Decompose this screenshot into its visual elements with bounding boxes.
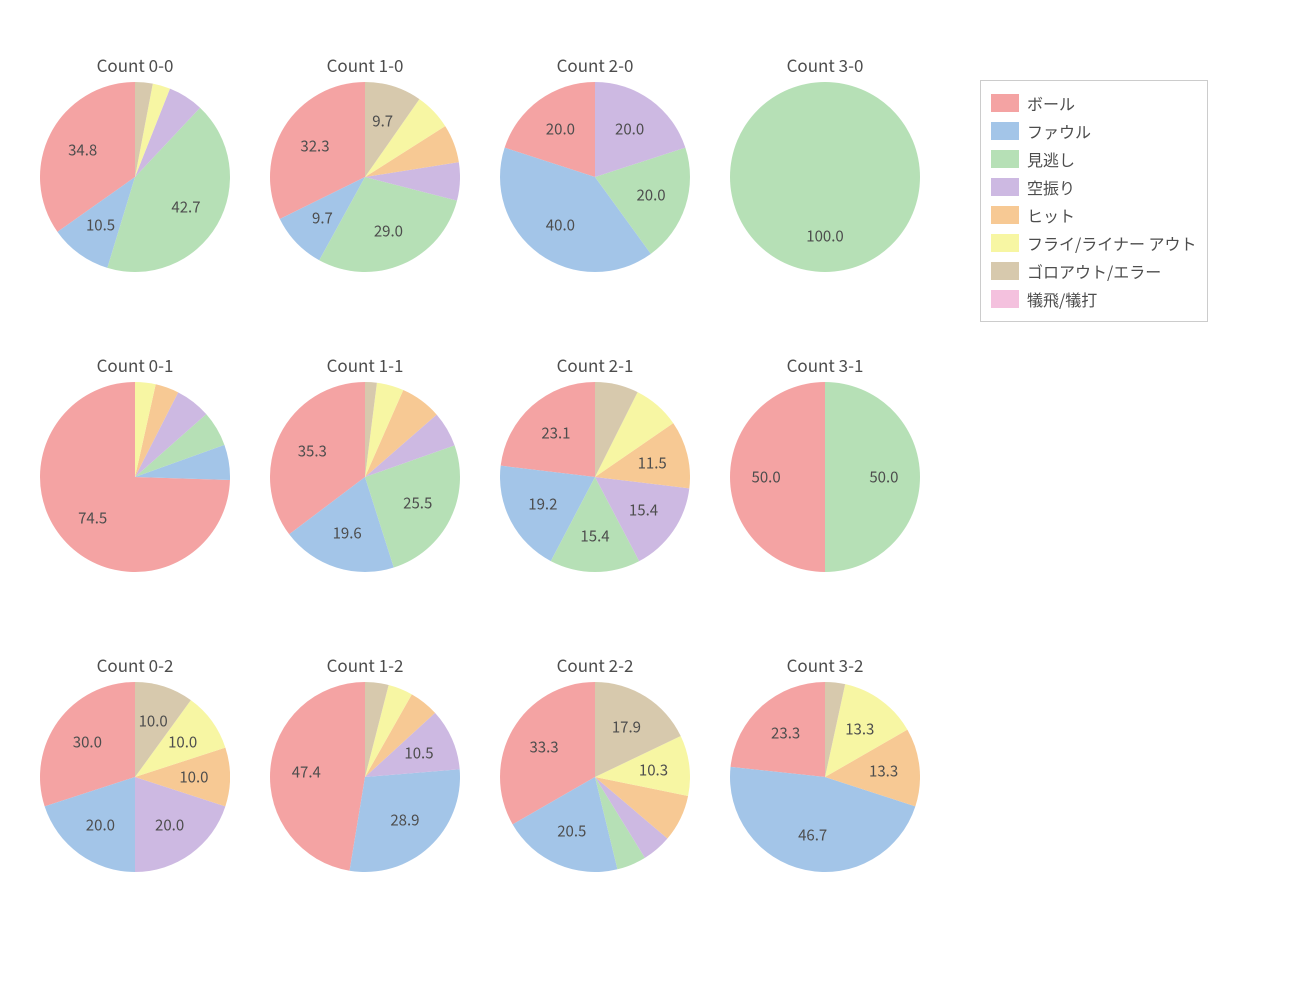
pie-slice bbox=[270, 682, 365, 871]
legend-label: ゴロアウト/エラー bbox=[1027, 259, 1161, 283]
pie-svg bbox=[500, 82, 690, 272]
legend-item: フライ/ライナー アウト bbox=[991, 229, 1197, 257]
pie-svg bbox=[730, 82, 920, 272]
pie-title: Count 1-1 bbox=[270, 352, 460, 377]
legend-item: ファウル bbox=[991, 117, 1197, 145]
pie-svg bbox=[270, 382, 460, 572]
pie-chart: Count 3-150.050.0 bbox=[730, 382, 920, 572]
pie-svg bbox=[500, 682, 690, 872]
pie-title: Count 0-0 bbox=[40, 52, 230, 77]
pie-title: Count 1-0 bbox=[270, 52, 460, 77]
pie-chart: Count 0-174.5 bbox=[40, 382, 230, 572]
pie-title: Count 1-2 bbox=[270, 652, 460, 677]
pie-chart: Count 1-135.319.625.5 bbox=[270, 382, 460, 572]
pie-title: Count 2-2 bbox=[500, 652, 690, 677]
pie-slice bbox=[501, 382, 595, 477]
pie-chart: Count 3-0100.0 bbox=[730, 82, 920, 272]
pie-svg bbox=[40, 82, 230, 272]
legend-swatch bbox=[991, 94, 1019, 112]
legend-label: ファウル bbox=[1027, 119, 1091, 143]
pie-chart: Count 2-233.320.510.317.9 bbox=[500, 682, 690, 872]
pie-slice bbox=[730, 382, 825, 572]
pie-slice bbox=[731, 682, 825, 777]
legend-swatch bbox=[991, 178, 1019, 196]
pie-svg bbox=[270, 82, 460, 272]
legend-item: ゴロアウト/エラー bbox=[991, 257, 1197, 285]
pie-chart: Count 2-123.119.215.415.411.5 bbox=[500, 382, 690, 572]
pie-svg bbox=[270, 682, 460, 872]
pie-slice bbox=[350, 769, 460, 872]
legend-label: 犠飛/犠打 bbox=[1027, 287, 1097, 311]
pie-chart: Count 0-230.020.020.010.010.010.0 bbox=[40, 682, 230, 872]
pie-chart: Count 0-034.810.542.7 bbox=[40, 82, 230, 272]
chart-canvas: Count 0-034.810.542.7Count 1-032.39.729.… bbox=[0, 0, 1300, 1000]
legend-swatch bbox=[991, 122, 1019, 140]
legend-swatch bbox=[991, 206, 1019, 224]
pie-chart: Count 1-032.39.729.09.7 bbox=[270, 82, 460, 272]
pie-slice bbox=[730, 82, 920, 272]
pie-title: Count 3-1 bbox=[730, 352, 920, 377]
legend-label: ボール bbox=[1027, 91, 1075, 115]
pie-title: Count 2-0 bbox=[500, 52, 690, 77]
legend-swatch bbox=[991, 290, 1019, 308]
pie-title: Count 2-1 bbox=[500, 352, 690, 377]
pie-title: Count 0-1 bbox=[40, 352, 230, 377]
pie-slice bbox=[825, 382, 920, 572]
pie-chart: Count 3-223.346.713.313.3 bbox=[730, 682, 920, 872]
pie-svg bbox=[500, 382, 690, 572]
legend-label: ヒット bbox=[1027, 203, 1075, 227]
pie-title: Count 3-0 bbox=[730, 52, 920, 77]
legend-item: 見逃し bbox=[991, 145, 1197, 173]
pie-title: Count 3-2 bbox=[730, 652, 920, 677]
legend-item: ヒット bbox=[991, 201, 1197, 229]
pie-chart: Count 1-247.428.910.5 bbox=[270, 682, 460, 872]
pie-svg bbox=[40, 682, 230, 872]
legend-label: 見逃し bbox=[1027, 147, 1075, 171]
pie-svg bbox=[730, 382, 920, 572]
legend-item: 犠飛/犠打 bbox=[991, 285, 1197, 313]
legend-item: 空振り bbox=[991, 173, 1197, 201]
legend-swatch bbox=[991, 262, 1019, 280]
pie-svg bbox=[40, 382, 230, 572]
pie-svg bbox=[730, 682, 920, 872]
legend-label: フライ/ライナー アウト bbox=[1027, 231, 1197, 255]
legend-item: ボール bbox=[991, 89, 1197, 117]
legend: ボールファウル見逃し空振りヒットフライ/ライナー アウトゴロアウト/エラー犠飛/… bbox=[980, 80, 1208, 322]
legend-swatch bbox=[991, 234, 1019, 252]
pie-chart: Count 2-020.040.020.020.0 bbox=[500, 82, 690, 272]
legend-label: 空振り bbox=[1027, 175, 1075, 199]
pie-title: Count 0-2 bbox=[40, 652, 230, 677]
legend-swatch bbox=[991, 150, 1019, 168]
